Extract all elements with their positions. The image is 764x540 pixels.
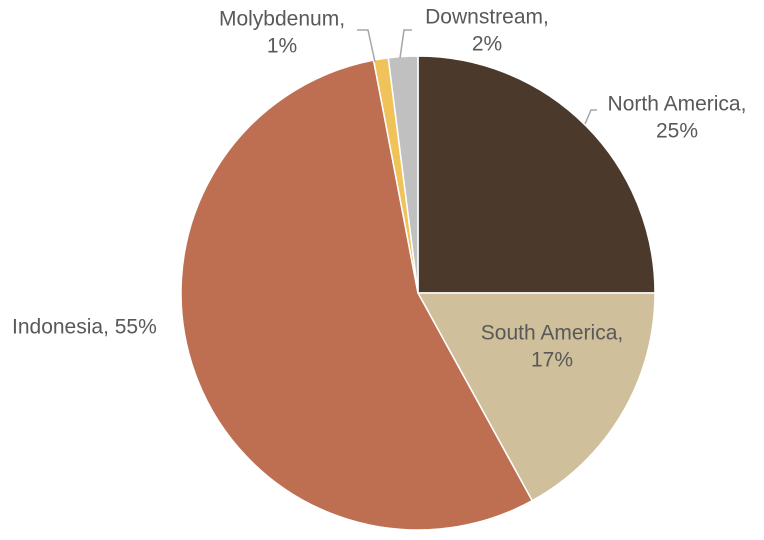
pie [180, 55, 656, 531]
data-label: 2% [472, 33, 502, 56]
data-label: Molybdenum, [219, 8, 345, 31]
leader-line [584, 109, 597, 125]
data-label: 25% [656, 120, 698, 143]
data-label: South America, [481, 322, 623, 345]
data-label: 17% [531, 349, 573, 372]
data-label: 1% [267, 35, 297, 58]
leader-line [357, 29, 376, 63]
pie-slice [387, 55, 419, 294]
data-label: North America, [608, 93, 747, 116]
data-label: Downstream, [425, 6, 549, 29]
pie-slice [417, 55, 656, 294]
pie-slice [180, 59, 534, 531]
data-label: Indonesia, 55% [12, 316, 157, 339]
leader-line [399, 29, 412, 59]
pie-slice [416, 292, 656, 502]
leader-lines [357, 29, 597, 125]
